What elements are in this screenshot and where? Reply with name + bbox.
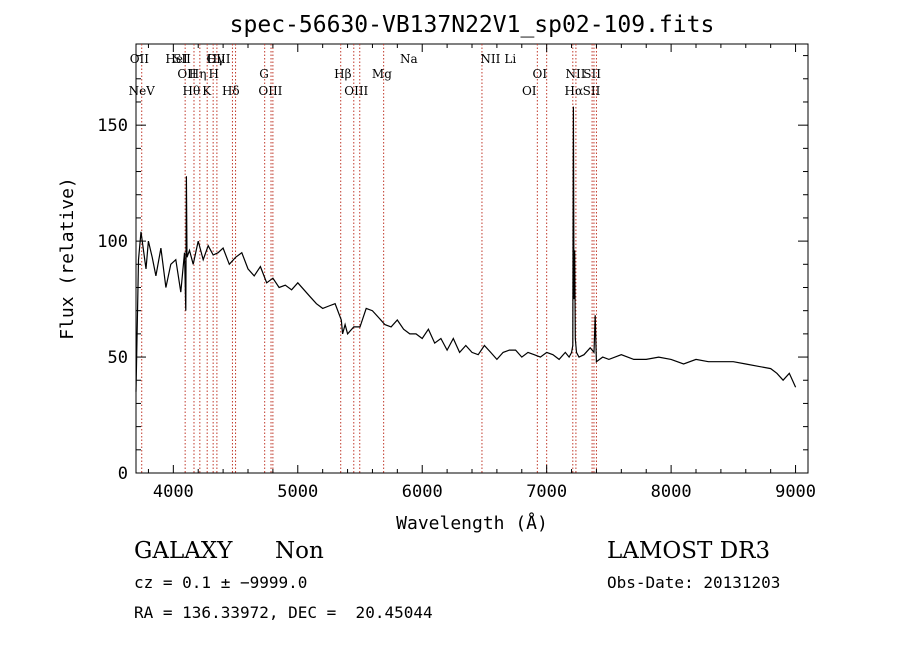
x-tick-label: 4000 xyxy=(153,482,194,502)
radec-text: RA = 136.33972, DEC = 20.45044 xyxy=(134,603,433,622)
spectral-line-label: SII xyxy=(583,67,601,81)
y-tick-label: 50 xyxy=(108,348,128,368)
y-axis-label: Flux (relative) xyxy=(57,177,78,340)
spectral-line-label: H xyxy=(209,67,219,81)
x-axis-label: Wavelength (Å) xyxy=(396,512,548,534)
redshift-text: cz = 0.1 ± −9999.0 xyxy=(134,573,308,592)
spectral-line-label: OIII xyxy=(206,52,230,66)
spectral-line-label: HeI xyxy=(165,52,188,66)
object-class: GALAXY xyxy=(134,538,233,564)
spectral-line-label: OII xyxy=(130,52,150,66)
spectral-line-label: Mg xyxy=(372,67,392,81)
survey-label: LAMOST DR3 xyxy=(607,538,771,564)
spectral-line-label: OIII xyxy=(258,84,282,98)
obs-date-text: Obs-Date: 20131203 xyxy=(607,573,781,592)
spectral-line-label: Hγ xyxy=(207,52,225,66)
spectral-line-label: K xyxy=(202,84,212,98)
x-tick-label: 9000 xyxy=(775,482,816,502)
spectral-line-label: NII xyxy=(566,67,586,81)
spectral-line-label: Hη xyxy=(189,67,207,81)
spectral-line-label: NII xyxy=(480,52,500,66)
spectral-line-label: OII xyxy=(177,67,197,81)
spectral-line-label: Hδ xyxy=(222,84,240,98)
spectral-line-label: OI xyxy=(522,84,537,98)
spectral-line-label: Hβ xyxy=(334,67,351,81)
chart-title: spec-56630-VB137N22V1_sp02-109.fits xyxy=(230,12,715,38)
spectral-line-label: Na xyxy=(400,52,418,66)
plot-frame xyxy=(135,43,809,474)
spectral-line-label: SII xyxy=(583,84,601,98)
spectral-line-label: Li xyxy=(504,52,516,66)
object-subclass: Non xyxy=(275,538,324,564)
y-tick-label: 150 xyxy=(97,116,128,136)
x-tick-label: 8000 xyxy=(651,482,692,502)
y-tick-label: 100 xyxy=(97,232,128,252)
spectral-line-label: OI xyxy=(533,67,548,81)
spectral-line-label: Hθ xyxy=(183,84,201,98)
x-tick-label: 5000 xyxy=(277,482,318,502)
x-tick-label: 6000 xyxy=(402,482,443,502)
spectral-line-label: G xyxy=(259,67,269,81)
spectrum-series-line xyxy=(135,106,797,392)
spectral-line-label: SII xyxy=(173,52,191,66)
spectral-line-label: OIII xyxy=(344,84,368,98)
spectral-line-label: Hα xyxy=(565,84,584,98)
x-tick-label: 7000 xyxy=(526,482,567,502)
y-tick-label: 0 xyxy=(118,464,128,484)
spectral-line-label: NeV xyxy=(129,84,156,98)
